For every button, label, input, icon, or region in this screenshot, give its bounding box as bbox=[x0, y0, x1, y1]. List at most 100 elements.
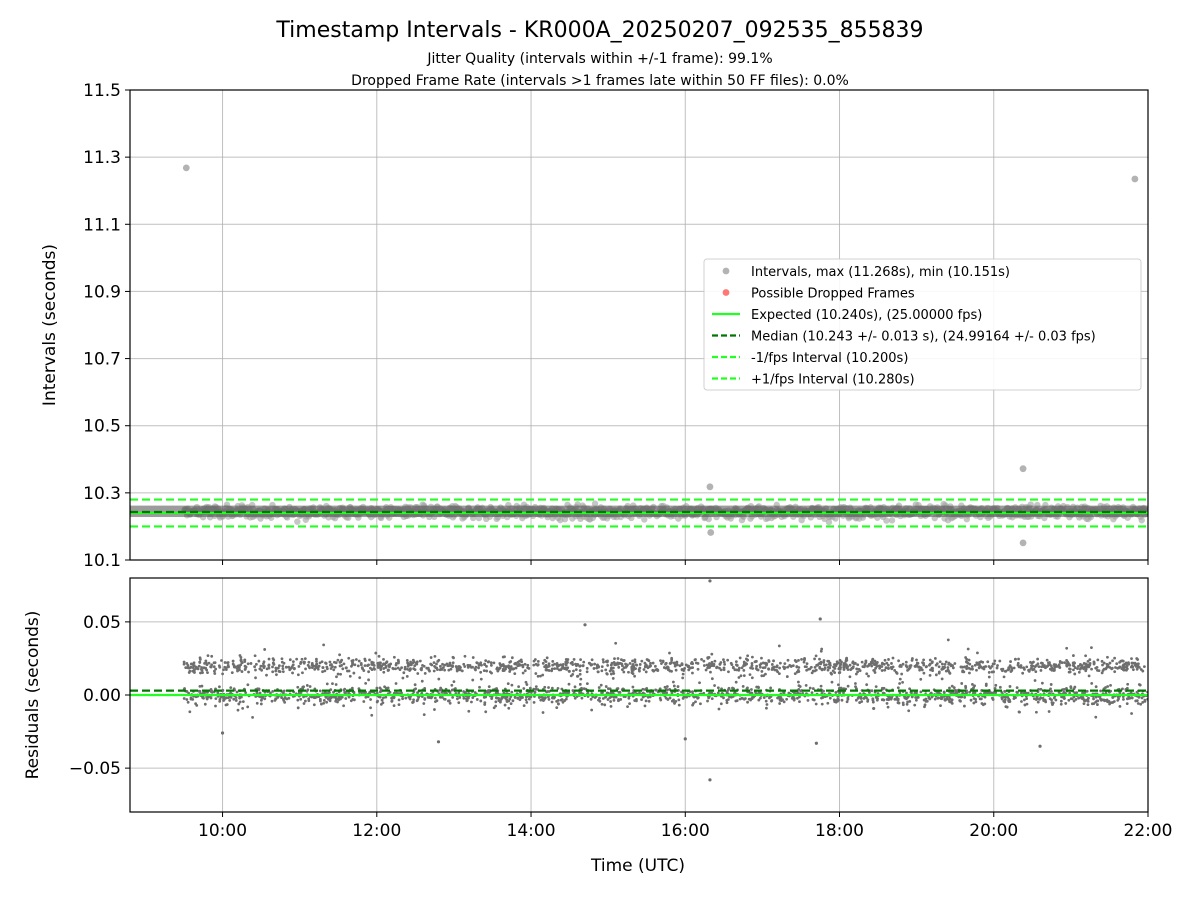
residual-point bbox=[900, 672, 904, 676]
residual-point bbox=[631, 685, 635, 689]
residual-point bbox=[1087, 674, 1091, 678]
residual-point bbox=[966, 647, 970, 651]
residual-point bbox=[1139, 702, 1143, 706]
residual-point bbox=[1058, 666, 1062, 669]
residual-point bbox=[881, 698, 885, 701]
residual-point bbox=[666, 666, 670, 669]
residual-point bbox=[608, 669, 612, 673]
residual-point bbox=[870, 689, 874, 693]
residual-point bbox=[993, 686, 997, 690]
residual-point bbox=[713, 684, 716, 687]
residual-point bbox=[998, 659, 1002, 663]
residual-point bbox=[299, 662, 302, 666]
residual-point bbox=[361, 667, 364, 671]
legend-marker bbox=[722, 289, 730, 296]
residual-point bbox=[609, 704, 613, 708]
residual-point bbox=[814, 654, 818, 658]
residual-point bbox=[777, 644, 781, 648]
residual-point bbox=[334, 699, 338, 703]
legend-label: -1/fps Interval (10.200s) bbox=[751, 351, 908, 366]
residual-point bbox=[241, 707, 245, 710]
residual-point bbox=[406, 667, 409, 671]
residual-point bbox=[396, 666, 400, 670]
residual-point bbox=[991, 662, 995, 666]
residual-point bbox=[680, 667, 684, 671]
residual-point bbox=[760, 670, 764, 673]
residual-point bbox=[990, 670, 994, 674]
residual-point bbox=[450, 688, 454, 692]
residual-point bbox=[611, 669, 615, 673]
residual-point bbox=[593, 696, 597, 699]
residual-point bbox=[681, 697, 685, 700]
residual-point bbox=[326, 697, 330, 701]
residual-point bbox=[974, 700, 978, 704]
residual-point bbox=[748, 673, 752, 677]
residual-point bbox=[1094, 685, 1098, 689]
residual-point bbox=[263, 697, 267, 701]
residual-point bbox=[301, 671, 304, 675]
residual-point bbox=[638, 663, 642, 666]
residual-point bbox=[1082, 667, 1085, 671]
residual-point bbox=[1049, 683, 1053, 686]
residual-point bbox=[963, 704, 966, 708]
residual-point bbox=[460, 669, 464, 673]
residual-point bbox=[1079, 663, 1082, 667]
residual-point bbox=[696, 667, 700, 671]
legend-label: Intervals, max (11.268s), min (10.151s) bbox=[751, 265, 1010, 280]
residual-point bbox=[846, 665, 850, 669]
residual-point bbox=[342, 662, 346, 666]
residual-point bbox=[612, 672, 616, 675]
residual-point bbox=[944, 660, 948, 664]
residual-point bbox=[831, 669, 835, 673]
residual-point bbox=[228, 699, 232, 702]
residual-point bbox=[837, 671, 841, 675]
residual-point bbox=[718, 666, 721, 670]
residual-point bbox=[188, 710, 192, 714]
residual-point bbox=[537, 696, 541, 699]
residual-point bbox=[826, 668, 830, 672]
residual-point bbox=[367, 670, 371, 674]
residual-point bbox=[944, 669, 948, 673]
residual-point bbox=[288, 658, 292, 662]
residual-point bbox=[283, 696, 287, 699]
residual-point bbox=[706, 656, 710, 660]
legend-box bbox=[703, 258, 1142, 391]
residual-point bbox=[479, 661, 483, 665]
residual-point bbox=[767, 667, 771, 671]
residual-point bbox=[468, 663, 472, 667]
residual-point bbox=[778, 702, 782, 705]
residual-point bbox=[965, 664, 969, 668]
residual-point bbox=[802, 658, 806, 661]
residual-point bbox=[726, 658, 730, 662]
residual-point bbox=[1127, 662, 1131, 666]
residual-point bbox=[765, 662, 769, 665]
residual-point bbox=[669, 661, 673, 665]
residual-point bbox=[1084, 654, 1088, 658]
residual-point bbox=[1067, 662, 1071, 666]
residual-point bbox=[884, 666, 888, 670]
residual-point bbox=[234, 696, 238, 700]
residual-point bbox=[1087, 696, 1090, 700]
residual-point bbox=[758, 663, 762, 667]
residual-point bbox=[635, 698, 638, 701]
residual-point bbox=[990, 664, 994, 668]
residual-point bbox=[434, 700, 437, 704]
x-tick-label: 18:00 bbox=[815, 821, 864, 841]
residual-point bbox=[275, 673, 278, 677]
residual-point bbox=[312, 703, 316, 707]
residual-point bbox=[746, 700, 749, 704]
residual-point bbox=[601, 658, 605, 662]
residual-point bbox=[414, 661, 418, 665]
residual-point bbox=[810, 691, 814, 695]
residual-point bbox=[509, 668, 512, 671]
residual-point bbox=[1130, 664, 1134, 668]
residual-point bbox=[759, 696, 762, 700]
outlier-point bbox=[220, 731, 225, 735]
residual-point bbox=[770, 699, 774, 702]
residual-point bbox=[590, 708, 594, 712]
residual-point bbox=[922, 663, 926, 667]
residual-point bbox=[827, 662, 831, 666]
residual-point bbox=[270, 699, 274, 703]
residual-point bbox=[1096, 699, 1100, 703]
residual-point bbox=[394, 667, 397, 671]
